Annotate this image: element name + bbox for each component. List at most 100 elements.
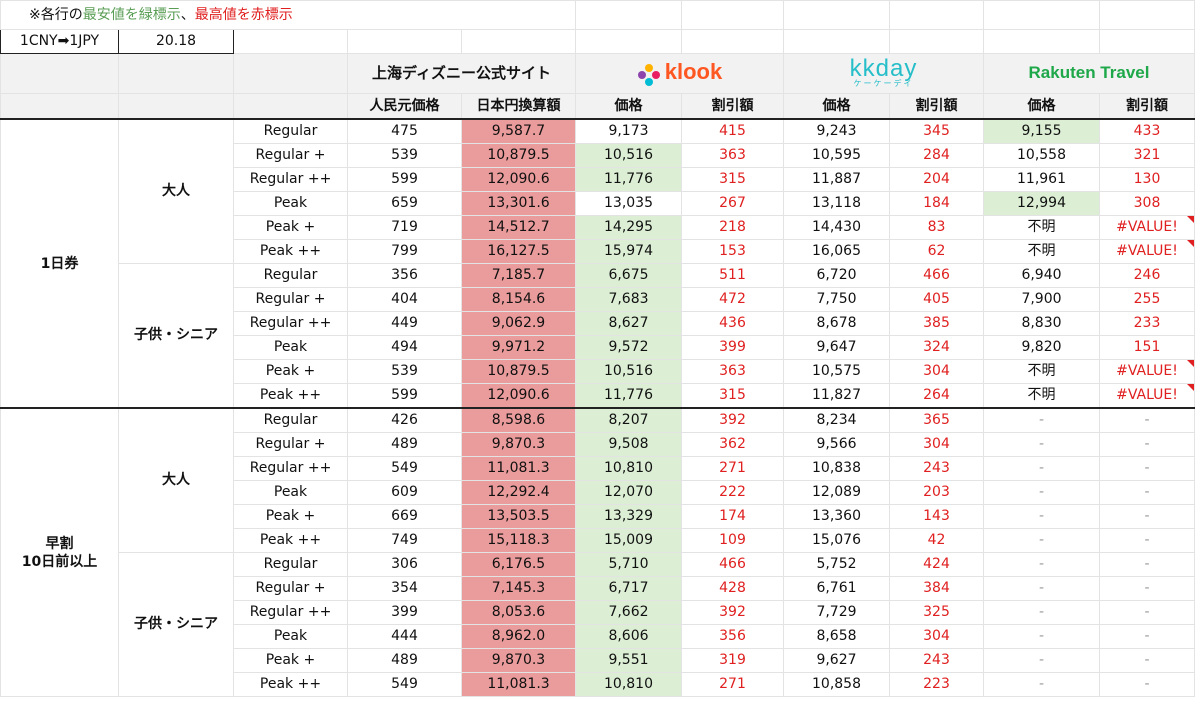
- klook-price-cell[interactable]: 10,810: [575, 456, 682, 481]
- kkday-discount-cell[interactable]: 203: [889, 480, 984, 505]
- cny-price-cell[interactable]: 475: [347, 118, 462, 144]
- rakuten-price-cell[interactable]: -: [983, 504, 1100, 529]
- jpy-conv-cell[interactable]: 10,879.5: [461, 359, 576, 384]
- rakuten-discount-cell[interactable]: -: [1099, 432, 1195, 457]
- rakuten-price-cell[interactable]: -: [983, 552, 1100, 577]
- col-header-rakuten-price[interactable]: 価格: [983, 93, 1100, 120]
- kkday-discount-cell[interactable]: 184: [889, 191, 984, 216]
- kkday-price-cell[interactable]: 9,627: [783, 648, 890, 673]
- klook-price-cell[interactable]: 7,683: [575, 287, 682, 312]
- klook-price-cell[interactable]: 9,572: [575, 335, 682, 360]
- rakuten-price-cell[interactable]: 12,994: [983, 191, 1100, 216]
- rakuten-price-cell[interactable]: 不明: [983, 239, 1100, 264]
- tier-cell[interactable]: Regular ++: [233, 600, 348, 625]
- rakuten-price-cell[interactable]: 7,900: [983, 287, 1100, 312]
- kkday-discount-cell[interactable]: 264: [889, 383, 984, 409]
- group-label[interactable]: 大人: [118, 118, 234, 264]
- kkday-discount-cell[interactable]: 42: [889, 528, 984, 553]
- tier-cell[interactable]: Peak +: [233, 648, 348, 673]
- klook-discount-cell[interactable]: 472: [681, 287, 784, 312]
- tier-cell[interactable]: Regular: [233, 552, 348, 577]
- cny-price-cell[interactable]: 799: [347, 239, 462, 264]
- tier-cell[interactable]: Peak ++: [233, 528, 348, 553]
- rakuten-discount-cell[interactable]: 130: [1099, 167, 1195, 192]
- rakuten-price-cell[interactable]: -: [983, 456, 1100, 481]
- jpy-conv-cell[interactable]: 9,971.2: [461, 335, 576, 360]
- rakuten-price-cell[interactable]: -: [983, 432, 1100, 457]
- cny-price-cell[interactable]: 669: [347, 504, 462, 529]
- rakuten-discount-cell[interactable]: 255: [1099, 287, 1195, 312]
- jpy-conv-cell[interactable]: 8,598.6: [461, 407, 576, 433]
- klook-price-cell[interactable]: 10,516: [575, 143, 682, 168]
- rakuten-discount-cell[interactable]: 308: [1099, 191, 1195, 216]
- section-label[interactable]: 早割 10日前以上: [0, 407, 119, 697]
- kkday-discount-cell[interactable]: 304: [889, 359, 984, 384]
- kkday-price-cell[interactable]: 13,118: [783, 191, 890, 216]
- kkday-price-cell[interactable]: 16,065: [783, 239, 890, 264]
- jpy-conv-cell[interactable]: 14,512.7: [461, 215, 576, 240]
- cny-price-cell[interactable]: 306: [347, 552, 462, 577]
- klook-price-cell[interactable]: 8,606: [575, 624, 682, 649]
- cny-price-cell[interactable]: 354: [347, 576, 462, 601]
- rakuten-discount-cell[interactable]: -: [1099, 552, 1195, 577]
- rakuten-price-cell[interactable]: 8,830: [983, 311, 1100, 336]
- klook-discount-cell[interactable]: 399: [681, 335, 784, 360]
- tier-cell[interactable]: Regular +: [233, 576, 348, 601]
- rakuten-header[interactable]: Rakuten Travel: [983, 53, 1195, 94]
- cny-price-cell[interactable]: 444: [347, 624, 462, 649]
- rakuten-discount-cell[interactable]: -: [1099, 407, 1195, 433]
- cny-price-cell[interactable]: 659: [347, 191, 462, 216]
- kkday-price-cell[interactable]: 9,647: [783, 335, 890, 360]
- col-header-kkday-discount[interactable]: 割引額: [889, 93, 984, 120]
- group-label[interactable]: 子供・シニア: [118, 263, 234, 409]
- rakuten-price-cell[interactable]: -: [983, 624, 1100, 649]
- rakuten-price-cell[interactable]: -: [983, 600, 1100, 625]
- official-site-header[interactable]: 上海ディズニー公式サイト: [347, 53, 576, 94]
- tier-cell[interactable]: Regular: [233, 407, 348, 433]
- tier-cell[interactable]: Peak: [233, 624, 348, 649]
- cny-price-cell[interactable]: 489: [347, 432, 462, 457]
- klook-discount-cell[interactable]: 315: [681, 167, 784, 192]
- rakuten-discount-cell[interactable]: #VALUE!: [1099, 359, 1195, 384]
- kkday-price-cell[interactable]: 12,089: [783, 480, 890, 505]
- klook-discount-cell[interactable]: 271: [681, 672, 784, 697]
- kkday-discount-cell[interactable]: 424: [889, 552, 984, 577]
- rakuten-discount-cell[interactable]: 321: [1099, 143, 1195, 168]
- rakuten-discount-cell[interactable]: -: [1099, 528, 1195, 553]
- tier-cell[interactable]: Regular ++: [233, 456, 348, 481]
- kkday-discount-cell[interactable]: 243: [889, 456, 984, 481]
- col-header-jpy[interactable]: 日本円換算額: [461, 93, 576, 120]
- rakuten-price-cell[interactable]: -: [983, 528, 1100, 553]
- rakuten-discount-cell[interactable]: -: [1099, 648, 1195, 673]
- kkday-price-cell[interactable]: 15,076: [783, 528, 890, 553]
- klook-discount-cell[interactable]: 415: [681, 118, 784, 144]
- kkday-discount-cell[interactable]: 325: [889, 600, 984, 625]
- cny-price-cell[interactable]: 749: [347, 528, 462, 553]
- rakuten-discount-cell[interactable]: -: [1099, 504, 1195, 529]
- klook-price-cell[interactable]: 15,009: [575, 528, 682, 553]
- klook-discount-cell[interactable]: 392: [681, 600, 784, 625]
- cny-price-cell[interactable]: 449: [347, 311, 462, 336]
- jpy-conv-cell[interactable]: 11,081.3: [461, 456, 576, 481]
- jpy-conv-cell[interactable]: 8,962.0: [461, 624, 576, 649]
- kkday-discount-cell[interactable]: 204: [889, 167, 984, 192]
- kkday-discount-cell[interactable]: 243: [889, 648, 984, 673]
- cny-price-cell[interactable]: 549: [347, 456, 462, 481]
- jpy-conv-cell[interactable]: 9,870.3: [461, 432, 576, 457]
- klook-price-cell[interactable]: 15,974: [575, 239, 682, 264]
- tier-cell[interactable]: Peak: [233, 191, 348, 216]
- kkday-discount-cell[interactable]: 365: [889, 407, 984, 433]
- rakuten-discount-cell[interactable]: 433: [1099, 118, 1195, 144]
- cny-price-cell[interactable]: 494: [347, 335, 462, 360]
- jpy-conv-cell[interactable]: 7,145.3: [461, 576, 576, 601]
- rakuten-discount-cell[interactable]: 233: [1099, 311, 1195, 336]
- klook-discount-cell[interactable]: 363: [681, 143, 784, 168]
- jpy-conv-cell[interactable]: 8,154.6: [461, 287, 576, 312]
- kkday-discount-cell[interactable]: 466: [889, 263, 984, 288]
- tier-cell[interactable]: Peak ++: [233, 672, 348, 697]
- kkday-price-cell[interactable]: 13,360: [783, 504, 890, 529]
- klook-discount-cell[interactable]: 174: [681, 504, 784, 529]
- legend-note[interactable]: ※各行の最安値を緑標示、最高値を赤標示: [0, 0, 576, 30]
- jpy-conv-cell[interactable]: 9,062.9: [461, 311, 576, 336]
- klook-price-cell[interactable]: 11,776: [575, 383, 682, 409]
